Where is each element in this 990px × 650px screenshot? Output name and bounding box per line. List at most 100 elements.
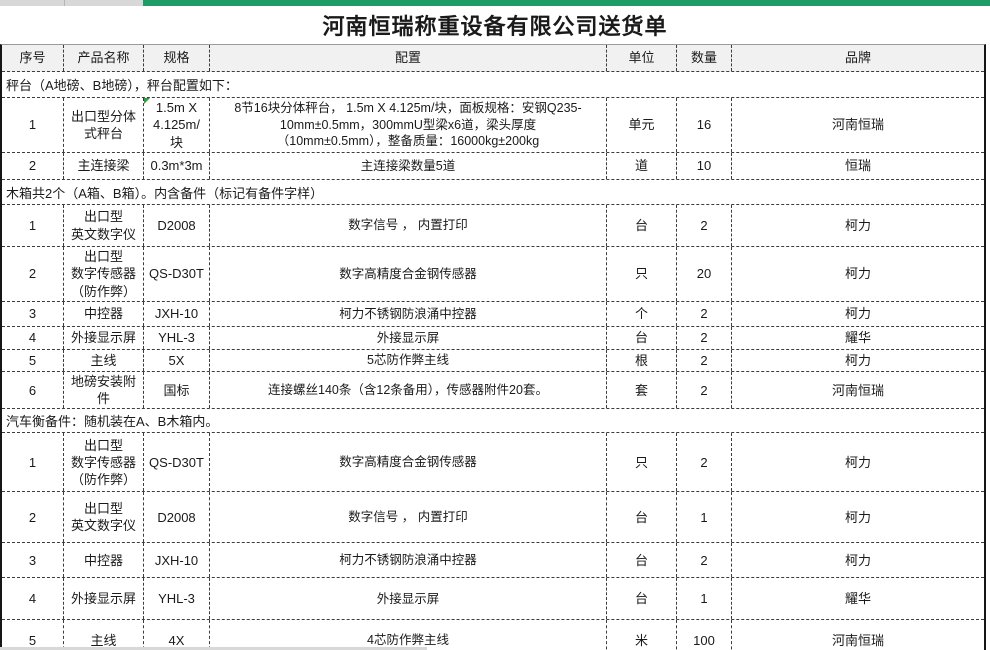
section-header: 木箱共2个（A箱、B箱）。内含备件（标记有备件字样） bbox=[2, 180, 984, 205]
table-row: 6 地磅安装附件 国标 连接螺丝140条（含12条备用），传感器附件20套。 套… bbox=[2, 372, 984, 410]
cell-config: 5芯防作弊主线 bbox=[210, 350, 607, 371]
cell-product-name: 中控器 bbox=[64, 543, 144, 578]
cell-qty: 2 bbox=[677, 372, 732, 409]
cell-brand: 河南恒瑞 bbox=[831, 632, 884, 648]
cell-config: 外接显示屏 bbox=[210, 578, 607, 620]
table-row: 3 中控器 JXH-10 柯力不锈钢防浪涌中控器 个 2 柯力 bbox=[2, 302, 984, 327]
cell-product-name: 出口型分体 式秤台 bbox=[64, 98, 144, 152]
cell-config: 4芯防作弊主线 bbox=[210, 620, 607, 650]
cell-spec: 0.3m*3m bbox=[144, 153, 210, 179]
cell-seq: 4 bbox=[2, 327, 64, 349]
cell-spec: YHL-3 bbox=[144, 578, 210, 620]
cell-seq: 5 bbox=[2, 350, 64, 371]
cell-spec: JXH-10 bbox=[144, 543, 210, 578]
cell-brand: 柯力 bbox=[844, 306, 871, 322]
cell-qty: 1 bbox=[677, 492, 732, 543]
cell-config: 8节16块分体秤台， 1.5m X 4.125m/块，面板规格：安钢Q235- … bbox=[210, 98, 607, 152]
cell-product-name: 主线 bbox=[64, 620, 144, 650]
cell-brand: 恒瑞 bbox=[844, 158, 871, 174]
cell-qty: 100 bbox=[677, 620, 732, 650]
title-area: 河南恒瑞称重设备有限公司送货单 bbox=[0, 6, 990, 44]
cell-qty: 1 bbox=[677, 578, 732, 620]
cell-config: 数字高精度合金钢传感器 bbox=[210, 247, 607, 301]
cell-seq: 5 bbox=[2, 620, 64, 650]
cell-unit: 只 bbox=[607, 247, 677, 301]
col-header-seq: 序号 bbox=[2, 45, 64, 71]
cell-seq: 3 bbox=[2, 543, 64, 578]
table-row: 1 出口型 数字传感器 （防作弊） QS-D30T 数字高精度合金钢传感器 只 … bbox=[2, 433, 984, 493]
cell-product-name: 出口型 数字传感器 （防作弊） bbox=[64, 433, 144, 492]
cell-qty: 2 bbox=[677, 327, 732, 349]
cell-qty: 20 bbox=[677, 247, 732, 301]
cell-qty: 10 bbox=[677, 153, 732, 179]
table-row: 5 主线 4X 4芯防作弊主线 米 100 河南恒瑞 bbox=[2, 620, 984, 650]
cell-product-name: 主连接梁 bbox=[64, 153, 144, 179]
col-header-config: 配置 bbox=[210, 45, 607, 71]
cell-seq: 2 bbox=[2, 247, 64, 301]
cell-seq: 1 bbox=[2, 433, 64, 492]
cell-spec: YHL-3 bbox=[144, 327, 210, 349]
table-row: 2 出口型 英文数字仪 D2008 数字信号 ， 内置打印 台 1 柯力 bbox=[2, 492, 984, 544]
delivery-note-table: 序号 产品名称 规格 配置 单位 数量 品牌 秤台（A地磅、B地磅），秤台配置如… bbox=[0, 44, 986, 650]
cell-qty: 2 bbox=[677, 350, 732, 371]
top-bar-green-segment bbox=[143, 0, 990, 6]
table-row: 1 出口型 英文数字仪 D2008 数字信号 ， 内置打印 台 2 柯力 bbox=[2, 205, 984, 247]
col-header-brand: 品牌 bbox=[844, 50, 871, 66]
cell-unit: 米 bbox=[607, 620, 677, 650]
cell-config: 连接螺丝140条（含12条备用），传感器附件20套。 bbox=[210, 372, 607, 409]
section-header: 汽车衡备件：随机装在A、B木箱内。 bbox=[2, 409, 984, 434]
cell-seq: 1 bbox=[2, 205, 64, 246]
cell-brand: 河南恒瑞 bbox=[831, 117, 884, 133]
cell-config: 数字信号 ， 内置打印 bbox=[210, 492, 607, 543]
page-title: 河南恒瑞称重设备有限公司送货单 bbox=[322, 14, 668, 39]
cell-brand: 耀华 bbox=[844, 591, 871, 607]
cell-unit: 根 bbox=[607, 350, 677, 371]
cell-unit: 个 bbox=[607, 302, 677, 326]
cell-note-marker bbox=[144, 98, 150, 104]
top-chrome-bar bbox=[0, 0, 990, 6]
cell-seq: 2 bbox=[2, 492, 64, 543]
table-row: 1 出口型分体 式秤台 1.5m X 4.125m/ 块 8节16块分体秤台， … bbox=[2, 98, 984, 153]
cell-spec: JXH-10 bbox=[144, 302, 210, 326]
cell-product-name: 地磅安装附件 bbox=[64, 372, 144, 409]
table-row: 2 出口型 数字传感器 （防作弊） QS-D30T 数字高精度合金钢传感器 只 … bbox=[2, 247, 984, 302]
top-bar-gray-segment bbox=[0, 0, 143, 6]
cell-config: 柯力不锈钢防浪涌中控器 bbox=[210, 302, 607, 326]
table-row: 2 主连接梁 0.3m*3m 主连接梁数量5道 道 10 恒瑞 bbox=[2, 153, 984, 180]
table-header-row: 序号 产品名称 规格 配置 单位 数量 品牌 bbox=[2, 45, 984, 72]
cell-config: 数字信号 ， 内置打印 bbox=[210, 205, 607, 246]
cell-seq: 3 bbox=[2, 302, 64, 326]
cell-seq: 1 bbox=[2, 98, 64, 152]
cell-spec: QS-D30T bbox=[144, 247, 210, 301]
cell-unit: 套 bbox=[607, 372, 677, 409]
cell-spec: QS-D30T bbox=[144, 433, 210, 492]
cell-config: 柯力不锈钢防浪涌中控器 bbox=[210, 543, 607, 578]
table-row: 3 中控器 JXH-10 柯力不锈钢防浪涌中控器 台 2 柯力 bbox=[2, 543, 984, 579]
cell-qty: 2 bbox=[677, 543, 732, 578]
cell-spec: 国标 bbox=[144, 372, 210, 409]
cell-unit: 台 bbox=[607, 492, 677, 543]
cell-qty: 16 bbox=[677, 98, 732, 152]
section-header: 秤台（A地磅、B地磅），秤台配置如下： bbox=[2, 72, 984, 98]
cell-product-name: 出口型 英文数字仪 bbox=[64, 205, 144, 246]
cell-config: 数字高精度合金钢传感器 bbox=[210, 433, 607, 492]
cell-seq: 2 bbox=[2, 153, 64, 179]
cell-spec: 1.5m X 4.125m/ 块 bbox=[144, 98, 210, 152]
cell-product-name: 出口型 英文数字仪 bbox=[64, 492, 144, 543]
cell-brand: 柯力 bbox=[844, 454, 871, 470]
cell-unit: 道 bbox=[607, 153, 677, 179]
cell-config: 主连接梁数量5道 bbox=[210, 153, 607, 179]
cell-unit: 台 bbox=[607, 327, 677, 349]
cell-brand: 柯力 bbox=[844, 552, 871, 568]
table-row: 4 外接显示屏 YHL-3 外接显示屏 台 2 耀华 bbox=[2, 327, 984, 350]
cell-unit: 单元 bbox=[607, 98, 677, 152]
cell-brand: 耀华 bbox=[844, 330, 871, 346]
cell-spec: 5X bbox=[144, 350, 210, 371]
cell-qty: 2 bbox=[677, 433, 732, 492]
cell-brand: 柯力 bbox=[844, 509, 871, 525]
cell-product-name: 主线 bbox=[64, 350, 144, 371]
col-header-qty: 数量 bbox=[677, 45, 732, 71]
cell-brand: 柯力 bbox=[844, 352, 871, 368]
cell-unit: 台 bbox=[607, 205, 677, 246]
cell-unit: 台 bbox=[607, 543, 677, 578]
